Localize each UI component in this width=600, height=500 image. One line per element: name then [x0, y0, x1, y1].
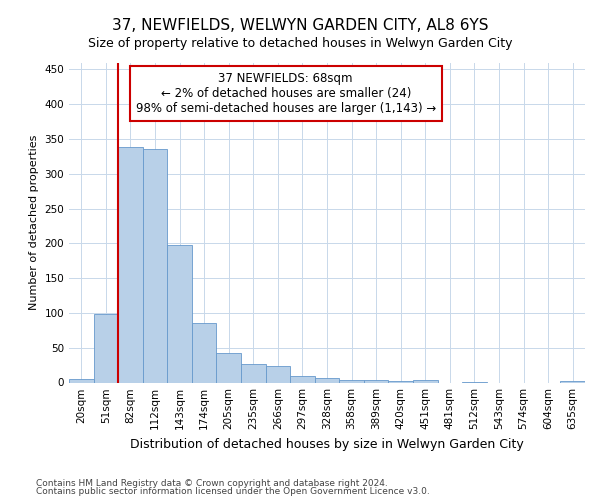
Bar [94, 314, 118, 382]
Bar [143, 150, 167, 382]
Text: Contains HM Land Registry data © Crown copyright and database right 2024.: Contains HM Land Registry data © Crown c… [36, 478, 388, 488]
Bar [388, 381, 413, 382]
Text: Contains public sector information licensed under the Open Government Licence v3: Contains public sector information licen… [36, 487, 430, 496]
Bar [167, 246, 192, 382]
Bar [290, 376, 315, 382]
X-axis label: Distribution of detached houses by size in Welwyn Garden City: Distribution of detached houses by size … [130, 438, 524, 451]
Bar [560, 381, 585, 382]
Text: Size of property relative to detached houses in Welwyn Garden City: Size of property relative to detached ho… [88, 38, 512, 51]
Bar [266, 366, 290, 382]
Text: 37 NEWFIELDS: 68sqm
← 2% of detached houses are smaller (24)
98% of semi-detache: 37 NEWFIELDS: 68sqm ← 2% of detached hou… [136, 72, 436, 115]
Bar [315, 378, 339, 382]
Text: 37, NEWFIELDS, WELWYN GARDEN CITY, AL8 6YS: 37, NEWFIELDS, WELWYN GARDEN CITY, AL8 6… [112, 18, 488, 32]
Bar [118, 148, 143, 382]
Bar [339, 380, 364, 382]
Bar [364, 380, 388, 382]
Bar [69, 379, 94, 382]
Bar [241, 364, 266, 382]
Bar [413, 380, 437, 382]
Bar [217, 352, 241, 382]
Y-axis label: Number of detached properties: Number of detached properties [29, 135, 39, 310]
Bar [192, 324, 217, 382]
